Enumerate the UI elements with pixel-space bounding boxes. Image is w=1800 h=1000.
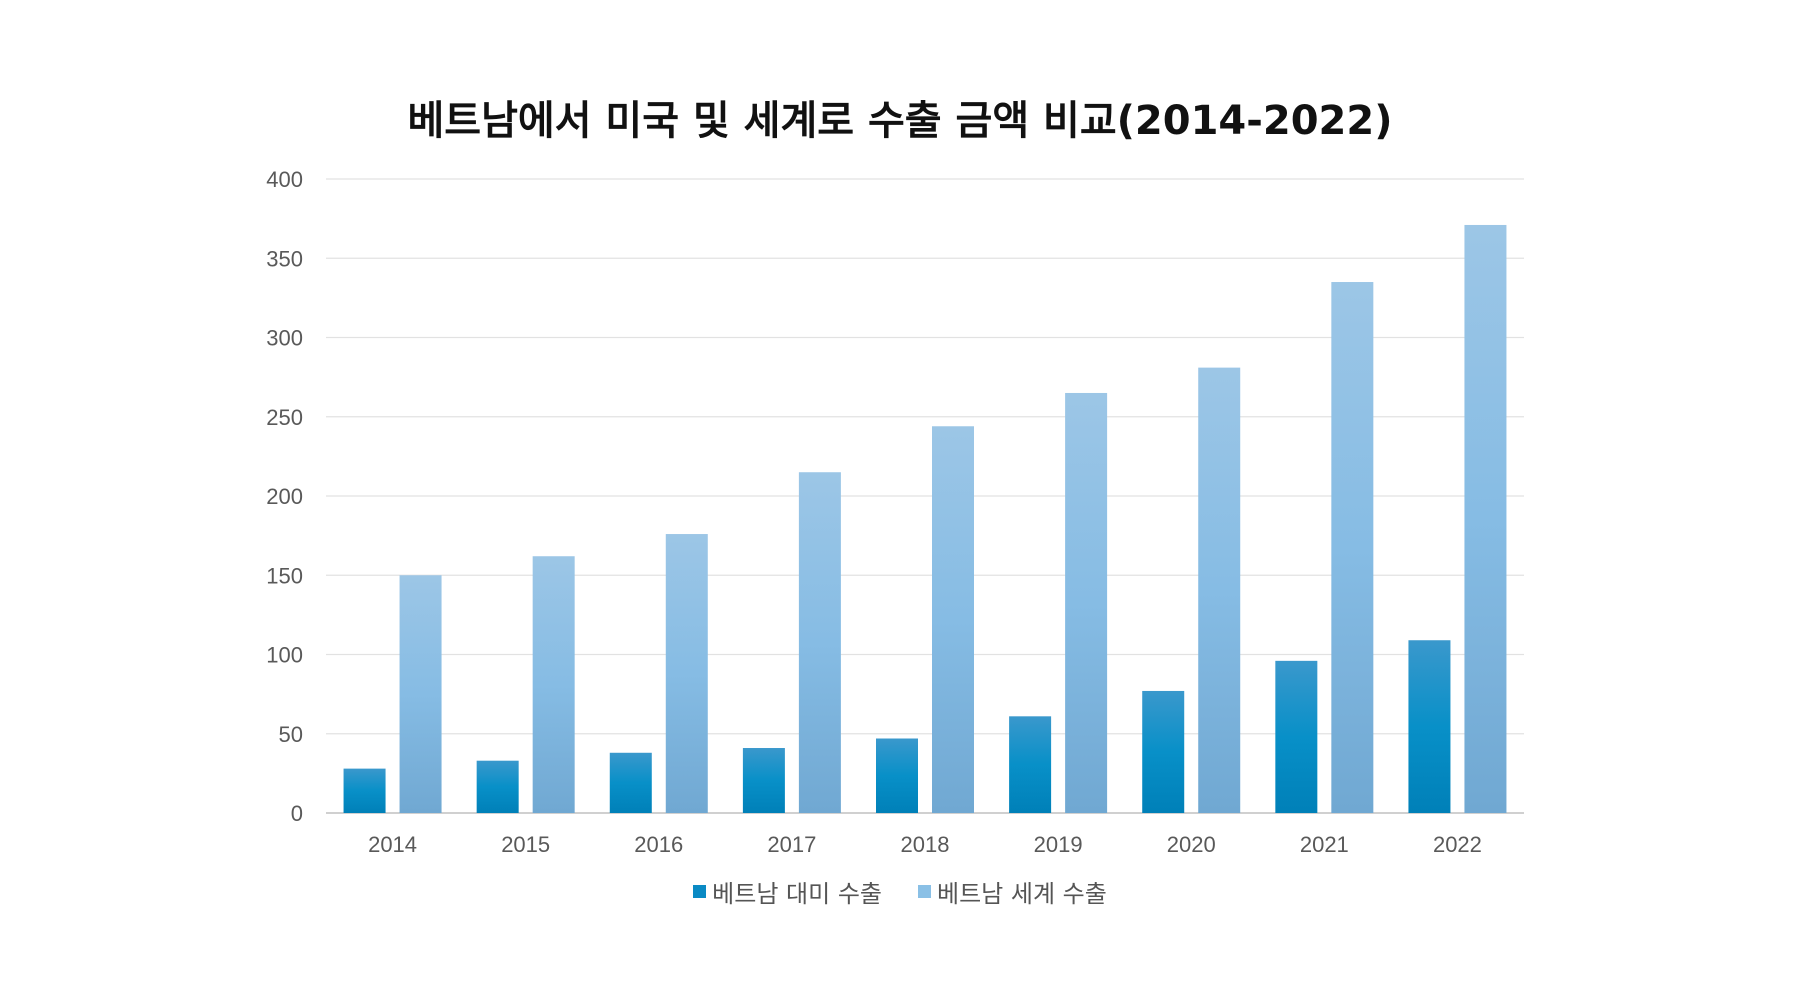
bar-world-2016 bbox=[665, 534, 708, 813]
bar-world-2021 bbox=[1331, 282, 1374, 813]
bar-world-2015 bbox=[532, 556, 575, 813]
bar-world-2014 bbox=[399, 575, 442, 813]
legend-item-world-exports: 베트남 세계 수출 bbox=[918, 874, 1107, 909]
y-tick-label: 0 bbox=[291, 801, 303, 826]
y-tick-label: 200 bbox=[266, 484, 303, 509]
bar-us-2021 bbox=[1275, 660, 1318, 813]
x-tick-label: 2017 bbox=[767, 832, 816, 857]
bar-world-2017 bbox=[798, 472, 841, 813]
x-tick-label: 2018 bbox=[901, 832, 950, 857]
x-tick-label: 2022 bbox=[1433, 832, 1482, 857]
y-tick-label: 150 bbox=[266, 563, 303, 588]
x-tick-label: 2020 bbox=[1167, 832, 1216, 857]
bar-world-2019 bbox=[1065, 392, 1108, 813]
legend-item-us-exports: 베트남 대미 수출 bbox=[693, 874, 882, 909]
chart-title: 베트남에서 미국 및 세계로 수출 금액 비교(2014-2022) bbox=[407, 98, 1393, 144]
bar-us-2019 bbox=[1009, 716, 1052, 813]
y-tick-label: 250 bbox=[266, 405, 303, 430]
bar-world-2020 bbox=[1198, 367, 1241, 813]
y-tick-label: 350 bbox=[266, 246, 303, 271]
legend: 베트남 대미 수출 베트남 세계 수출 bbox=[0, 874, 1800, 909]
x-tick-label: 2015 bbox=[501, 832, 550, 857]
x-tick-label: 2014 bbox=[368, 832, 417, 857]
x-tick-label: 2016 bbox=[634, 832, 683, 857]
bar-world-2022 bbox=[1464, 224, 1507, 814]
legend-swatch-us bbox=[693, 885, 707, 898]
y-tick-label: 100 bbox=[266, 643, 303, 668]
legend-label-world: 베트남 세계 수출 bbox=[937, 880, 1107, 908]
bar-us-2016 bbox=[609, 752, 652, 813]
x-tick-label: 2021 bbox=[1300, 832, 1349, 857]
bar-world-2018 bbox=[932, 426, 974, 813]
legend-label-us: 베트남 대미 수출 bbox=[712, 880, 882, 908]
y-tick-label: 300 bbox=[266, 326, 303, 351]
bar-us-2020 bbox=[1142, 690, 1185, 813]
y-tick-label: 50 bbox=[279, 722, 303, 747]
bar-us-2015 bbox=[476, 760, 519, 813]
x-tick-label: 2019 bbox=[1034, 832, 1083, 857]
bar-us-2017 bbox=[742, 748, 785, 813]
bar-us-2022 bbox=[1408, 640, 1451, 813]
bar-us-2018 bbox=[876, 738, 918, 813]
bar-us-2014 bbox=[343, 768, 386, 813]
legend-swatch-world bbox=[918, 885, 931, 898]
y-tick-label: 400 bbox=[266, 167, 303, 192]
